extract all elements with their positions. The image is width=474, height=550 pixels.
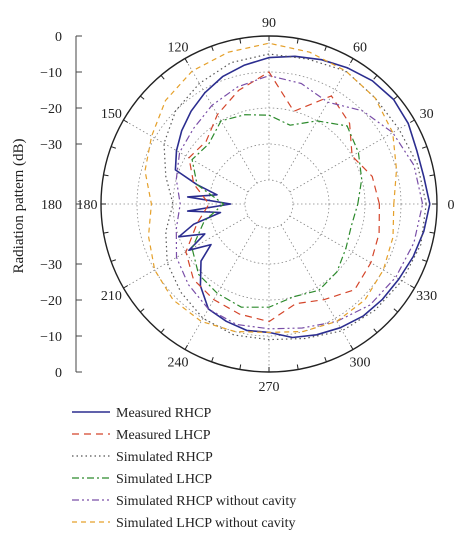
angle-minor-tick-280 [296,364,299,370]
radial-tick-label-lower-1: −20 [40,294,62,309]
series-line-4 [191,114,363,308]
angle-minor-tick-310 [373,328,378,334]
angle-tick-label-270: 270 [259,380,280,395]
angle-tick-label-300: 300 [350,356,371,371]
grid-spoke-330 [289,215,415,289]
angle-minor-tick-80 [296,38,299,44]
angle-minor-tick-290 [324,356,327,363]
radial-tick-label-lower-0: −30 [40,258,62,273]
angle-tick-label-0: 0 [448,198,455,213]
angle-tick-label-210: 210 [101,289,122,304]
grid-spoke-30 [289,119,415,193]
grid-spoke-240 [184,224,258,350]
angle-minor-tick-250 [211,356,214,363]
radial-tick-label-lower-3: 0 [55,366,62,381]
grid-spoke-150 [123,119,249,193]
legend-label-5: Simulated RHCP without cavity [116,494,296,509]
angle-minor-tick-20 [421,146,428,149]
angle-minor-tick-130 [160,74,165,80]
angle-minor-tick-230 [160,328,165,334]
radial-tick-label-upper-3: −30 [40,138,62,153]
series-layer [144,42,431,341]
angle-minor-tick-190 [103,231,109,234]
angle-minor-tick-210 [123,285,129,289]
radial-tick-label-upper-0: 0 [55,30,62,45]
angle-tick-label-330: 330 [416,289,437,304]
angle-minor-tick-330 [409,285,415,289]
angle-minor-tick-160 [110,146,117,149]
radial-tick-label-upper-1: −10 [40,66,62,81]
angle-minor-tick-170 [103,174,109,177]
angle-tick-label-150: 150 [101,107,122,122]
legend-label-1: Measured RHCP [116,406,211,421]
radial-tick-label-upper-2: −20 [40,102,62,117]
angle-minor-tick-340 [421,259,428,262]
angle-minor-tick-100 [239,38,242,44]
angle-minor-tick-220 [139,308,145,313]
angle-tick-label-90: 90 [262,16,276,31]
angle-minor-tick-10 [429,174,435,177]
radial-tick-label-upper-4: 180 [41,198,62,213]
angle-minor-tick-240 [184,344,188,350]
legend-label-3: Simulated RHCP [116,450,213,465]
angle-minor-tick-70 [324,45,327,52]
angle-minor-tick-30 [409,119,415,123]
angle-minor-tick-120 [184,58,188,64]
series-line-5 [175,75,424,330]
angle-tick-label-60: 60 [353,40,367,55]
series-line-1 [174,55,431,339]
radial-tick-label-lower-2: −10 [40,330,62,345]
grid-ring-2 [172,107,366,301]
angle-tick-labels: 0 30 60 90 120 150 180 210 240 270 300 330 [77,16,455,395]
angle-tick-label-240: 240 [168,356,189,371]
grid-ring-0 [244,179,294,229]
radial-tick-labels: 0 −10 −20 −30 180 −30 −20 −10 0 [40,30,82,381]
y-axis-label: Radiation pattern (dB) [11,139,27,274]
angle-minor-tick-320 [393,308,399,313]
angle-minor-tick-60 [350,58,354,64]
angle-minor-tick-140 [139,95,145,100]
legend-label-4: Simulated LHCP [116,472,212,487]
legend-label-2: Measured LHCP [116,428,211,443]
angle-minor-tick-260 [239,364,242,370]
angle-tick-label-30: 30 [420,107,434,122]
angle-minor-tick-200 [110,259,117,262]
angle-minor-tick-350 [429,231,435,234]
angle-minor-tick-50 [373,74,378,80]
angle-minor-tick-40 [393,95,399,100]
polar-grid [100,35,438,373]
legend: Measured RHCP Measured LHCP Simulated RHCP… [72,406,296,531]
legend-label-6: Simulated LHCP without cavity [116,516,296,531]
series-line-6 [144,42,398,333]
angle-minor-tick-150 [123,119,129,123]
series-line-2 [185,71,380,323]
angle-tick-label-120: 120 [168,40,189,55]
angle-minor-tick-300 [350,344,354,350]
grid-spoke-300 [280,224,354,350]
angle-tick-label-180: 180 [77,198,98,213]
angle-minor-tick-110 [211,45,214,52]
